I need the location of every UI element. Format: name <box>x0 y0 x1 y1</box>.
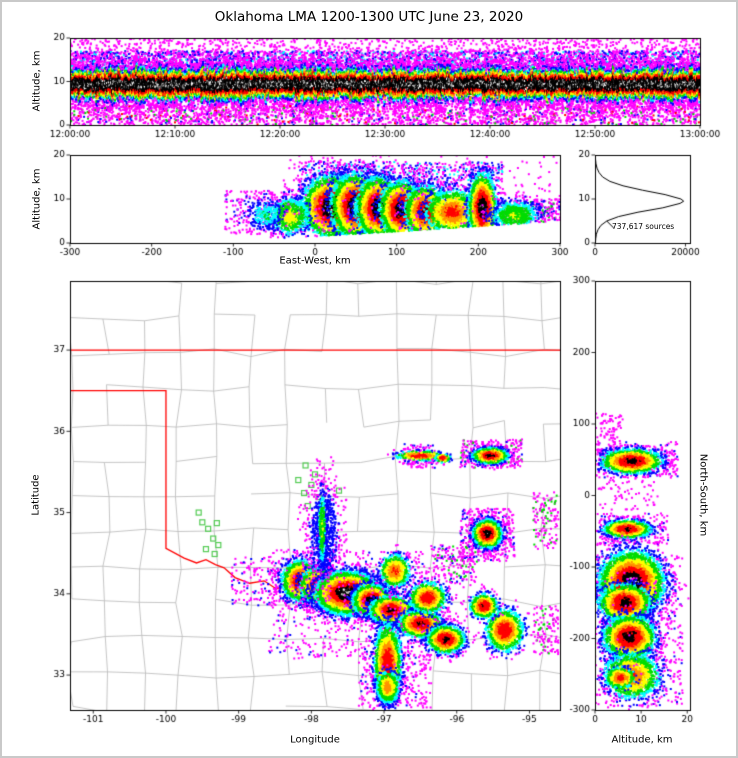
time-height-ylabel: Altitude, km <box>31 50 43 112</box>
map-ylabel: Latitude <box>30 474 42 516</box>
ns-height-right-label: North-South, km <box>697 453 709 537</box>
sources-annotation: 737,617 sources <box>612 222 675 231</box>
ew-height-ylabel: Altitude, km <box>31 168 43 230</box>
map-xlabel: Longitude <box>290 734 340 746</box>
ew-height-xlabel: East-West, km <box>279 255 351 267</box>
ns-height-xlabel: Altitude, km <box>611 734 673 746</box>
figure-title: Oklahoma LMA 1200-1300 UTC June 23, 2020 <box>214 9 524 25</box>
